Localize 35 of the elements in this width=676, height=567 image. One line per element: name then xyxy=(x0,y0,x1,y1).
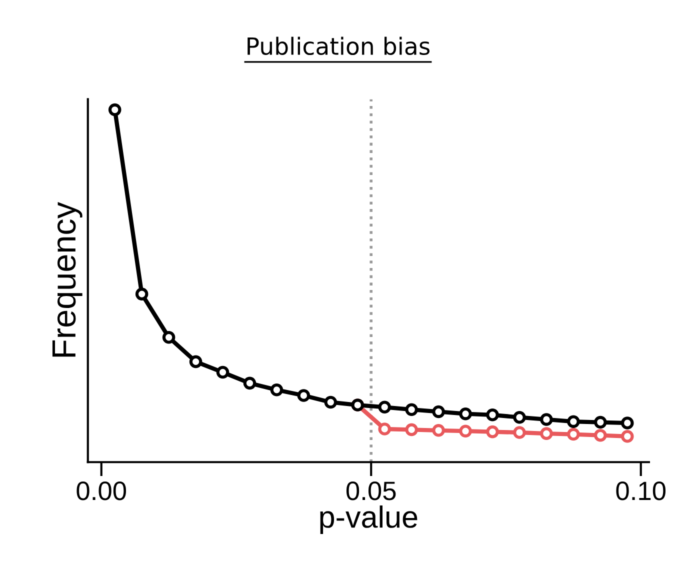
point xyxy=(324,396,338,409)
point xyxy=(378,422,391,436)
x-tick-label: 0.00 xyxy=(76,482,126,500)
point xyxy=(540,427,553,440)
point xyxy=(513,410,526,424)
point xyxy=(135,288,148,300)
point xyxy=(620,430,634,443)
point xyxy=(405,423,418,436)
point xyxy=(567,428,580,441)
point xyxy=(378,400,391,414)
y-axis-title: Frequency xyxy=(52,202,82,357)
point xyxy=(216,366,230,379)
point xyxy=(486,425,499,438)
x-axis-title: p-value xyxy=(320,505,418,534)
point xyxy=(513,426,526,439)
point xyxy=(405,403,418,416)
point xyxy=(540,413,553,426)
point xyxy=(432,424,445,437)
point xyxy=(243,376,256,390)
x-tick-label: 0.05 xyxy=(346,482,396,500)
point xyxy=(594,428,607,442)
point xyxy=(459,424,472,438)
point xyxy=(162,330,176,344)
x-tick-label: 0.10 xyxy=(616,482,666,500)
point xyxy=(297,389,310,402)
point xyxy=(108,103,122,116)
chart-title: Publication bias xyxy=(248,36,430,56)
point xyxy=(620,416,634,430)
point xyxy=(486,408,499,422)
point xyxy=(270,383,284,396)
point xyxy=(459,407,472,420)
point xyxy=(189,355,202,368)
point xyxy=(594,416,607,429)
point xyxy=(567,415,580,428)
point xyxy=(432,405,445,418)
